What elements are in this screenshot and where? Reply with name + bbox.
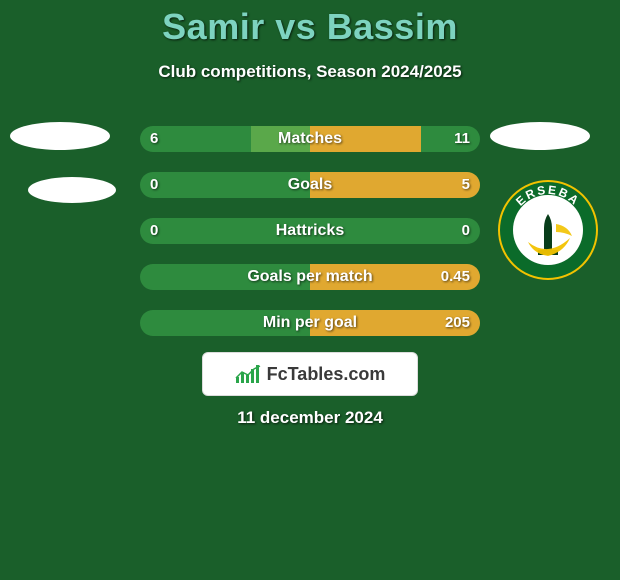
left-player-placeholder: [28, 177, 116, 203]
stat-label: Min per goal: [140, 310, 480, 336]
brand-badge: FcTables.com: [202, 352, 418, 396]
stat-value-left: 0: [140, 172, 168, 198]
stat-value-right: 5: [452, 172, 480, 198]
stat-row: Goals0 5: [140, 172, 480, 198]
stat-label: Hattricks: [140, 218, 480, 244]
stat-value-right: 11: [444, 126, 480, 152]
left-player-placeholder: [10, 122, 110, 150]
brand-text: FcTables.com: [267, 364, 386, 385]
comparison-card: Samir vs Bassim Club competitions, Season…: [0, 0, 620, 580]
stat-label: Matches: [140, 126, 480, 152]
stat-value-right: 0: [452, 218, 480, 244]
page-title: Samir vs Bassim: [0, 6, 620, 48]
stat-label: Goals per match: [140, 264, 480, 290]
barchart-icon: [235, 364, 261, 384]
stat-value-left: 0: [140, 218, 168, 244]
stat-value-left: [140, 264, 160, 290]
stat-value-right: 0.45: [431, 264, 480, 290]
stat-row: Min per goal205: [140, 310, 480, 336]
stat-row: Matches6 11: [140, 126, 480, 152]
stat-label: Goals: [140, 172, 480, 198]
subtitle: Club competitions, Season 2024/2025: [0, 62, 620, 82]
stat-row: Goals per match0.45: [140, 264, 480, 290]
stat-row: Hattricks0 0: [140, 218, 480, 244]
stat-value-left: [140, 310, 160, 336]
right-player-placeholder: [490, 122, 590, 150]
stat-value-left: 6: [140, 126, 168, 152]
stat-value-right: 205: [435, 310, 480, 336]
club-badge: ERSEBA: [498, 180, 598, 280]
date-line: 11 december 2024: [0, 408, 620, 428]
